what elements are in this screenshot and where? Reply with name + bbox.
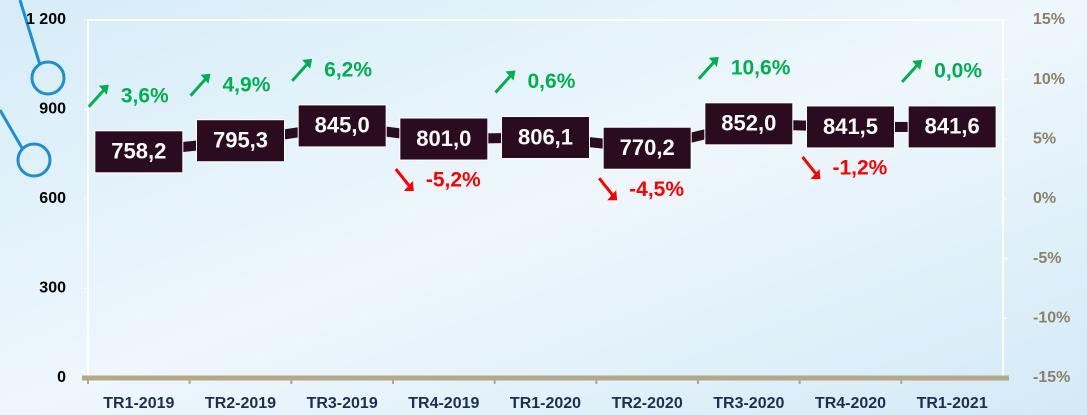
- growth-arrow-head: [505, 70, 516, 81]
- growth-label: 3,6%: [121, 84, 169, 107]
- point-box: [196, 119, 285, 163]
- point-box: [704, 102, 794, 146]
- y2-tick-label: 15%: [1033, 11, 1065, 28]
- growth-arrow-head: [607, 190, 618, 201]
- point-box: [907, 105, 997, 149]
- y-tick-label: 300: [39, 280, 66, 297]
- point-box: [94, 130, 184, 174]
- y2-tick-label: -5%: [1033, 250, 1061, 267]
- x-tick-label: TR4-2020: [815, 395, 886, 412]
- growth-arrow-head: [810, 168, 821, 179]
- y2-tick-label: 10%: [1033, 71, 1065, 88]
- growth-arrow-head: [708, 56, 719, 67]
- decoration: [0, 0, 66, 178]
- data-label: 841,6: [925, 114, 980, 139]
- growth-label: 0,6%: [528, 70, 576, 93]
- y2-tick-label: -15%: [1033, 369, 1070, 386]
- point-box: [399, 117, 489, 161]
- growth-label: 6,2%: [324, 58, 372, 81]
- data-label: 801,0: [416, 126, 471, 151]
- point-box: [602, 126, 692, 170]
- x-tick-label: TR2-2020: [612, 395, 683, 412]
- growth-label: 10,6%: [731, 56, 791, 79]
- data-label: 770,2: [620, 135, 675, 160]
- growth-arrow-head: [912, 59, 923, 70]
- x-tick-label: TR2-2019: [205, 395, 276, 412]
- growth-label: -5,2%: [426, 169, 481, 192]
- x-tick-label: TR3-2020: [713, 395, 784, 412]
- data-label: 845,0: [315, 113, 370, 138]
- data-label: 806,1: [518, 124, 573, 149]
- data-label: 795,3: [213, 128, 268, 153]
- growth-label: -1,2%: [833, 156, 888, 179]
- y-tick-label: 600: [39, 190, 66, 207]
- y2-tick-label: 0%: [1033, 190, 1056, 207]
- y2-tick-label: -10%: [1033, 310, 1070, 327]
- data-label: 852,0: [721, 111, 776, 136]
- point-box: [501, 116, 590, 160]
- point-box: [297, 104, 387, 148]
- growth-label: 4,9%: [223, 73, 271, 96]
- x-tick-label: TR1-2021: [917, 395, 988, 412]
- y2-tick-label: 5%: [1033, 131, 1056, 148]
- growth-arrow-head: [98, 84, 109, 95]
- growth-arrow-head: [403, 181, 414, 192]
- data-label: 841,5: [823, 114, 878, 139]
- y-tick-label: 0: [57, 369, 66, 386]
- point-box: [806, 105, 895, 149]
- data-label: 758,2: [111, 139, 166, 164]
- growth-label: -4,5%: [629, 178, 684, 201]
- x-tick-label: TR1-2020: [510, 395, 581, 412]
- y-tick-label: 900: [39, 101, 66, 118]
- growth-arrow-head: [200, 73, 211, 84]
- x-tick-label: TR4-2019: [408, 395, 479, 412]
- x-tick-label: TR1-2019: [103, 395, 174, 412]
- growth-label: 0,0%: [934, 59, 982, 82]
- y-tick-label: 1 200: [26, 11, 66, 28]
- x-tick-label: TR3-2019: [307, 395, 378, 412]
- growth-arrow-head: [302, 58, 313, 69]
